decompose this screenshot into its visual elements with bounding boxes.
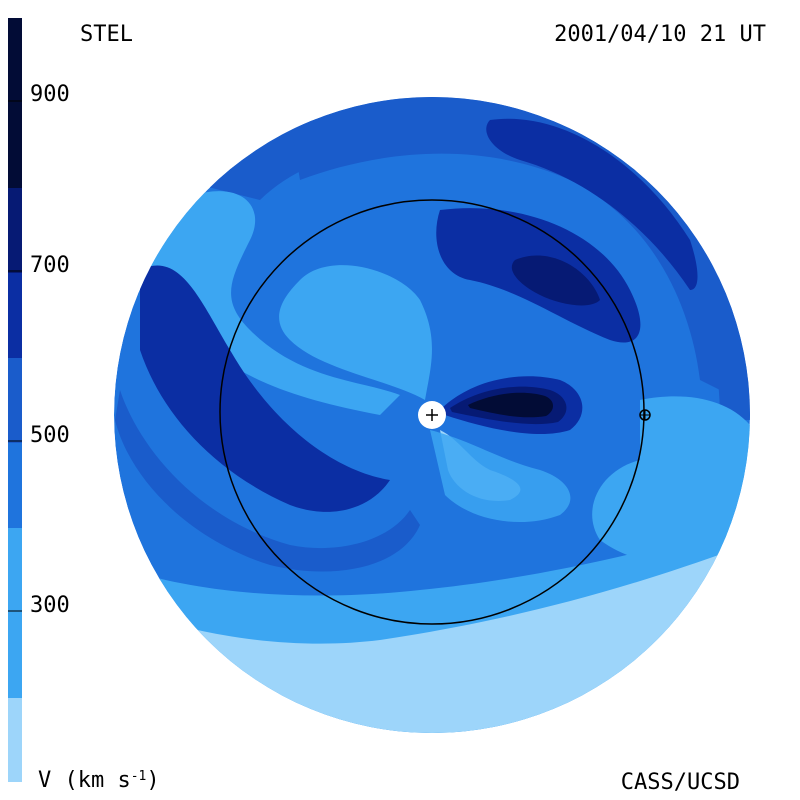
credit-label: CASS/UCSD [620,770,740,795]
orbit-circle [219,199,645,625]
sun-marker [418,401,446,429]
earth-marker [639,409,651,421]
colorbar-tick-label-500: 500 [30,423,70,448]
colorbar-tick-label-300: 300 [30,593,70,618]
unit-label: V (km s-1) [38,770,160,792]
colorbar-band-200 [8,698,22,782]
colorbar-band-800 [8,18,22,188]
colorbar-band-700 [8,188,22,273]
source-label: STEL [80,22,133,47]
colorbar-band-500 [8,358,22,443]
colorbar-tick-label-700: 700 [30,253,70,278]
colorbar-band-300 [8,528,22,698]
timestamp-label: 2001/04/10 21 UT [554,22,766,47]
colorbar-band-600 [8,273,22,358]
unit-exponent: -1 [130,769,147,784]
colorbar-band-400 [8,443,22,528]
colorbar [8,18,22,782]
unit-close: ) [146,768,160,793]
velocity-disk [114,97,750,733]
colorbar-tick-label-900: 900 [30,82,70,107]
unit-label-text: V (km s [38,768,131,793]
